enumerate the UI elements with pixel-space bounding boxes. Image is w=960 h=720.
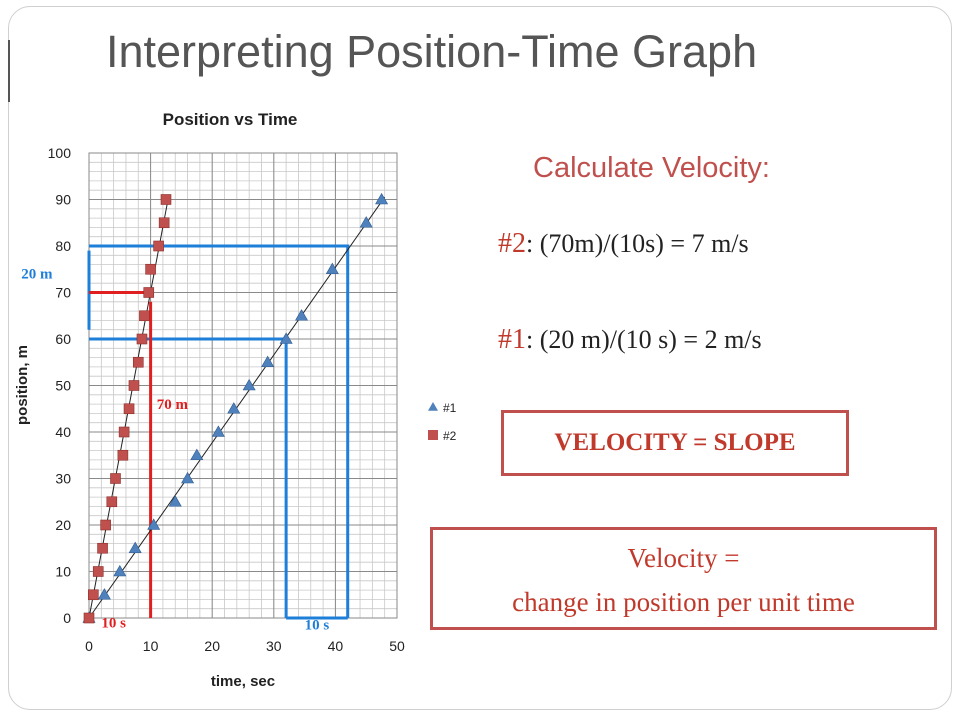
data-point-series2 — [100, 519, 111, 531]
x-tick-label: 10 — [143, 638, 159, 654]
velocity-slope-box: VELOCITY = SLOPE — [501, 410, 849, 476]
data-point-series2 — [123, 403, 135, 415]
data-point-series2 — [92, 566, 104, 577]
data-point-series2 — [106, 496, 118, 508]
data-point-series1 — [325, 262, 339, 275]
data-point-series1 — [97, 588, 111, 600]
calc-line-2: #2: (70m)/(10s) = 7 m/s — [498, 228, 749, 260]
calculate-velocity-heading: Calculate Velocity: — [533, 152, 770, 184]
calc-line-1-number: #1 — [498, 324, 526, 355]
slide-frame — [8, 6, 952, 710]
annotation-labels: 70 m 10 s 20 m 10 s — [21, 267, 329, 634]
data-point-series2 — [83, 612, 95, 624]
data-point-series2 — [160, 194, 172, 205]
legend-marker-series1 — [428, 402, 438, 411]
x-tick-label: 0 — [85, 638, 93, 654]
data-point-series1 — [359, 216, 373, 228]
data-point-series2 — [153, 240, 164, 252]
x-tick-label: 50 — [389, 638, 405, 654]
calc-line-1: #1: (20 m)/(10 s) = 2 m/s — [498, 324, 762, 356]
annotation-label: 10 s — [305, 618, 330, 634]
y-tick-label: 100 — [48, 145, 72, 161]
legend-label: #1 — [443, 401, 457, 415]
x-tick-label: 30 — [266, 638, 282, 654]
calc-line-2-text: : (70m)/(10s) = 7 m/s — [526, 229, 749, 258]
y-tick-label: 20 — [55, 517, 71, 533]
y-tick-label: 0 — [63, 610, 71, 626]
data-point-series1 — [190, 448, 204, 461]
y-tick-label: 60 — [55, 331, 71, 347]
data-markers — [82, 192, 389, 624]
calc-line-2-number: #2 — [498, 228, 526, 259]
data-point-series1 — [375, 192, 389, 205]
data-point-series1 — [128, 541, 142, 554]
annotation-label: 20 m — [21, 267, 53, 283]
chart-title: Position vs Time — [163, 110, 298, 129]
data-point-series1 — [242, 378, 256, 391]
data-point-series2 — [117, 449, 129, 461]
grid — [88, 152, 398, 619]
data-point-series2 — [136, 333, 148, 345]
legend-label: #2 — [443, 429, 457, 443]
y-tick-label: 50 — [55, 378, 71, 394]
slide-title: Interpreting Position-Time Graph — [106, 26, 758, 77]
y-tick-label: 30 — [55, 471, 71, 487]
data-point-series2 — [97, 542, 108, 554]
guide-line-series1-high — [89, 244, 350, 618]
y-tick-label: 70 — [55, 285, 71, 301]
data-point-series1 — [279, 332, 293, 344]
y-tick-label: 40 — [55, 424, 71, 440]
data-point-series2 — [110, 473, 121, 484]
y-tick-label: 90 — [55, 192, 71, 208]
annotation-label: 10 s — [101, 615, 126, 631]
data-point-series1 — [168, 495, 182, 507]
annotation-lines — [87, 244, 350, 620]
calc-line-1-text: : (20 m)/(10 s) = 2 m/s — [526, 325, 762, 354]
y-tick-label: 10 — [55, 564, 71, 580]
tick-labels: 0 10 20 30 40 50 0 10 20 30 40 50 60 70 80 90 100 — [48, 145, 405, 654]
definition-line-2: change in position per unit time — [512, 587, 855, 617]
annotation-label: 70 m — [157, 397, 189, 413]
data-point-series2 — [88, 589, 99, 601]
velocity-definition-box: Velocity = change in position per unit t… — [430, 527, 937, 630]
data-point-series1 — [261, 355, 275, 368]
data-point-series2 — [132, 356, 144, 368]
definition-line-1: Velocity = — [627, 543, 740, 573]
data-point-series2 — [128, 380, 140, 391]
legend: #1 #2 — [428, 401, 457, 443]
legend-marker-series2 — [428, 430, 438, 440]
title-rule — [8, 40, 10, 102]
data-point-series1 — [211, 425, 225, 437]
data-point-series2 — [158, 217, 170, 229]
data-point-series1 — [113, 564, 127, 577]
data-point-series1 — [227, 402, 241, 414]
data-point-series2 — [118, 426, 130, 438]
data-point-series2 — [139, 310, 150, 322]
y-axis-label: position, m — [14, 345, 31, 425]
data-point-series1 — [181, 471, 195, 484]
data-point-series1 — [295, 309, 309, 321]
data-point-series1 — [147, 518, 161, 530]
y-tick-label: 80 — [55, 238, 71, 254]
data-point-series2 — [143, 287, 155, 298]
x-tick-label: 20 — [204, 638, 220, 654]
data-point-series2 — [145, 263, 156, 275]
x-axis-label: time, sec — [211, 673, 275, 690]
x-tick-label: 40 — [328, 638, 344, 654]
